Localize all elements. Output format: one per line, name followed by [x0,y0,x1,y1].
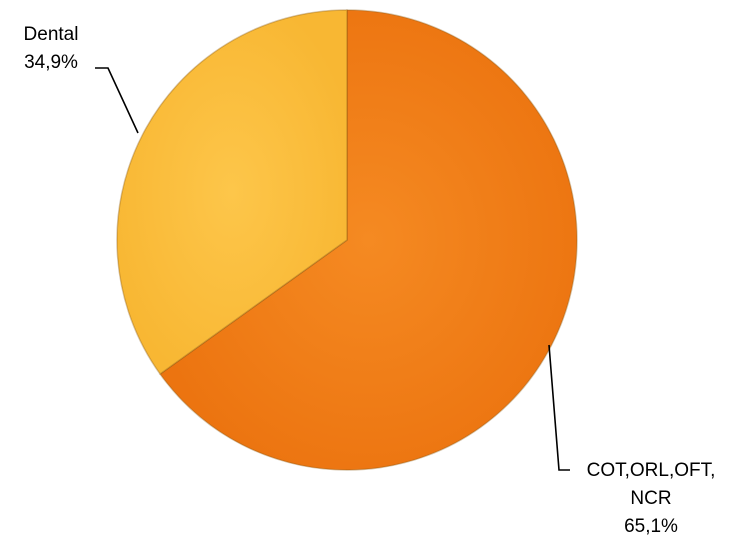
data-label-cot: COT,ORL,OFT, NCR 65,1% [587,460,716,537]
pie-slice-dental [116,9,348,375]
data-label-dental-line-1: Dental [24,24,79,45]
pie-slices [116,9,578,471]
leader-line-dental [95,67,139,134]
data-label-dental: Dental 34,9% [24,24,79,73]
data-label-cot-value: 65,1% [624,516,678,537]
data-label-dental-value: 34,9% [24,52,78,73]
data-label-cot-line-1: COT,ORL,OFT, [587,460,716,481]
data-label-cot-line-2: NCR [630,488,671,509]
leader-line-cot [548,344,570,471]
pie-slice-cot-orl-oft-ncr [159,9,578,471]
